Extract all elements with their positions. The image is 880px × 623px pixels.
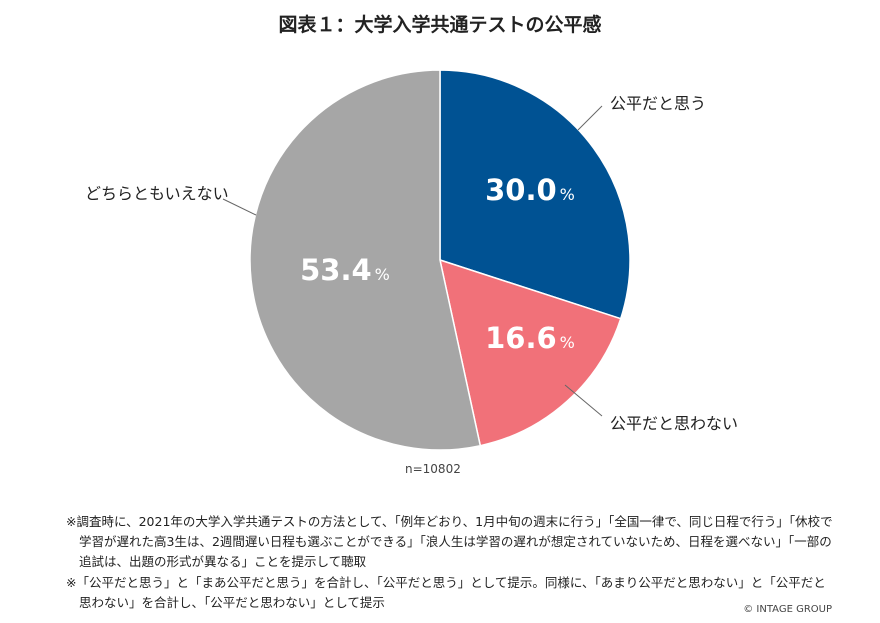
note-2: ※「公平だと思う」と「まあ公平だと思う」を合計し、「公平だと思う」として提示。同… [66, 575, 826, 610]
pie-slice [439, 69, 631, 320]
leader-line [577, 105, 603, 131]
note-1: ※調査時に、2021年の大学入学共通テストの方法として、「例年どおり、1月中旬の… [66, 514, 833, 569]
pie-slice [438, 258, 622, 447]
pie-slice [249, 69, 482, 451]
copyright: © INTAGE GROUP [743, 604, 832, 615]
label-fair: 公平だと思う [610, 94, 707, 113]
chart-title: 図表１：大学入学共通テストの公平感 [278, 14, 602, 36]
leader-line [564, 384, 603, 417]
label-unfair: 公平だと思わない [610, 414, 739, 433]
leader-line [222, 198, 257, 216]
label-neither: どちらともいえない [85, 184, 229, 203]
sample-size: n=10802 [405, 462, 461, 476]
